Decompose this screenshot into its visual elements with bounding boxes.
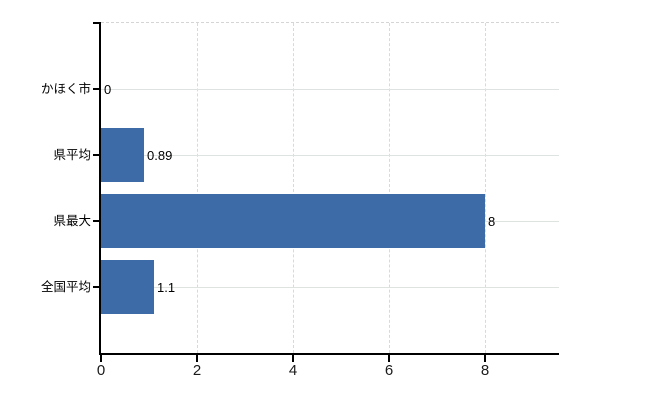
y-axis-tick [93, 220, 101, 222]
y-axis-tick [93, 286, 101, 288]
vertical-gridline [293, 23, 294, 353]
x-axis-tick [292, 355, 294, 362]
x-tick-label: 6 [384, 362, 394, 379]
y-axis-tick [93, 154, 101, 156]
category-label: 全国平均 [40, 280, 91, 294]
bar [101, 260, 154, 314]
x-axis-tick [388, 355, 390, 362]
y-axis-end-tick [93, 22, 101, 24]
vertical-gridline [197, 23, 198, 353]
category-label: 県最大 [53, 214, 91, 228]
vertical-gridline [389, 23, 390, 353]
horizontal-gridline [101, 89, 559, 90]
x-tick-label: 8 [480, 362, 490, 379]
x-axis-tick [196, 355, 198, 362]
category-label: かほく市 [40, 82, 91, 96]
vertical-gridline [485, 23, 486, 353]
category-label: 県平均 [53, 148, 91, 162]
bar [101, 128, 144, 182]
x-axis-tick [100, 355, 102, 362]
y-axis-line [99, 22, 101, 355]
horizontal-gridline [101, 155, 559, 156]
bar [101, 194, 485, 248]
x-axis-tick [484, 355, 486, 362]
value-label: 8 [488, 214, 496, 229]
plot-top-border [101, 22, 559, 23]
value-label: 0.89 [147, 148, 173, 163]
x-tick-label: 0 [96, 362, 106, 379]
x-axis-line [99, 353, 559, 355]
value-label: 1.1 [157, 280, 176, 295]
horizontal-gridline [101, 287, 559, 288]
value-label: 0 [104, 82, 112, 97]
y-axis-tick [93, 88, 101, 90]
x-tick-label: 2 [192, 362, 202, 379]
x-tick-label: 4 [288, 362, 298, 379]
